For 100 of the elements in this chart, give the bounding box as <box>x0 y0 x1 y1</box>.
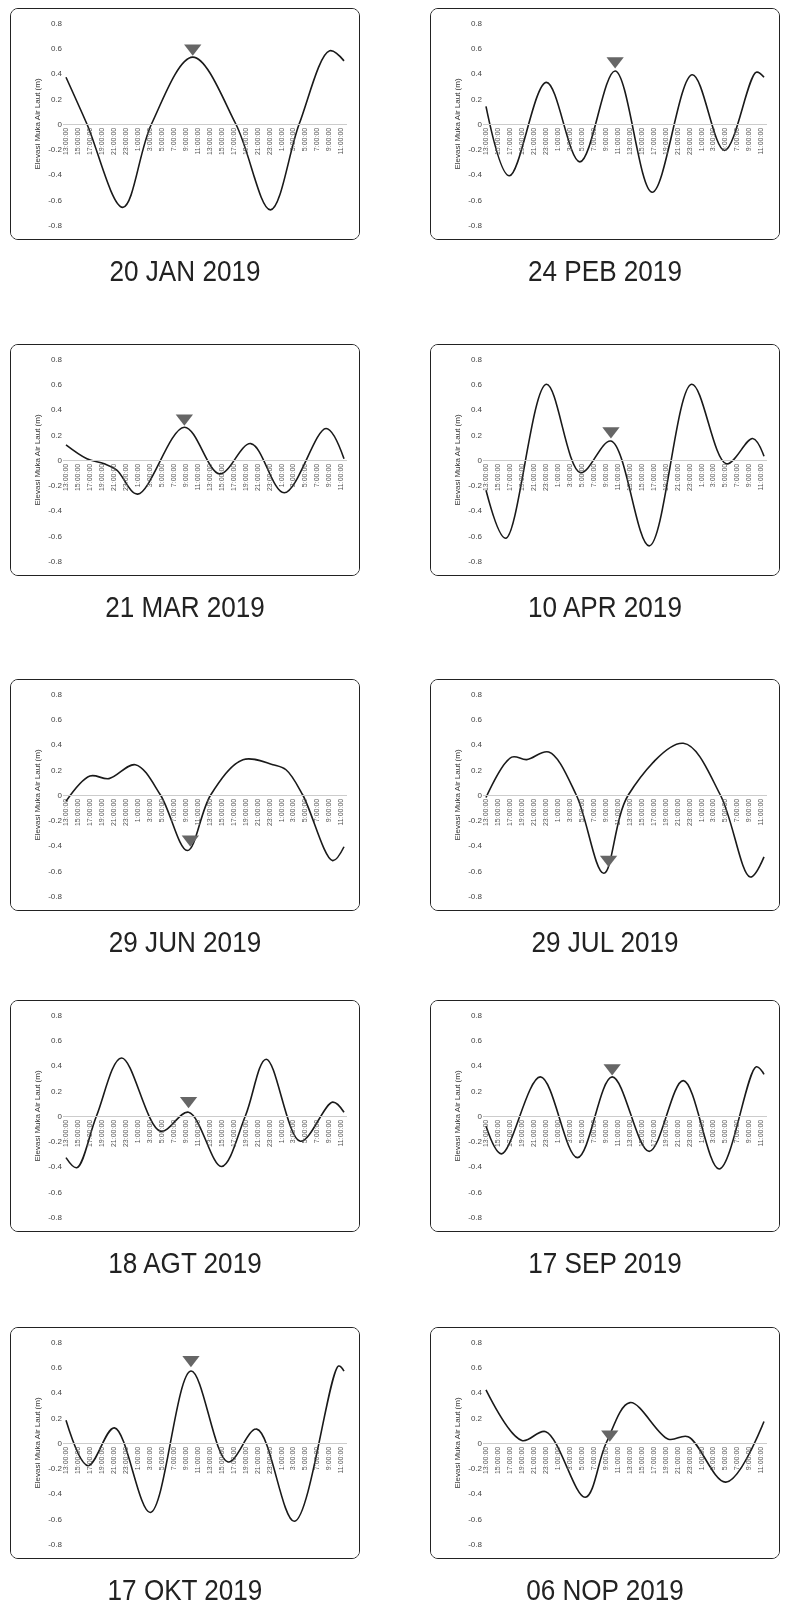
y-tick-label: -0.8 <box>48 891 63 901</box>
y-tick-label: 0.6 <box>470 1036 483 1046</box>
text: 06 NOP 2019 <box>525 1574 685 1607</box>
y-tick-label: -0.6 <box>48 531 63 541</box>
y-tick-label: 0.2 <box>470 430 483 440</box>
y-axis-title: Elevasi Muka Air Laut (m) <box>32 1397 42 1489</box>
y-tick-label: -0.8 <box>468 891 483 901</box>
y-axis-title: Elevasi Muka Air Laut (m) <box>32 414 42 506</box>
y-tick-label: -0.8 <box>468 556 483 566</box>
y-tick-label: 0.8 <box>50 18 63 28</box>
y-tick-label: -0.4 <box>468 841 483 851</box>
y-tick-label: -0.8 <box>48 220 63 230</box>
y-tick-label: 0.6 <box>470 1363 483 1373</box>
text: 29 JUL 2019 <box>530 926 680 959</box>
y-tick-label: 0 <box>477 1438 483 1448</box>
y-tick-label: -0.2 <box>468 481 483 491</box>
y-tick-label: 0.4 <box>50 1061 63 1071</box>
y-tick-label: 0.8 <box>470 354 483 364</box>
y-tick-label: 0 <box>57 455 63 465</box>
y-tick-label: 0.4 <box>470 405 483 415</box>
y-tick-label: 0.8 <box>470 689 483 699</box>
y-tick-label: 0.8 <box>470 1337 483 1347</box>
y-tick-label: -0.2 <box>48 145 63 155</box>
y-tick-label: 0.8 <box>50 689 63 699</box>
line-series <box>485 383 765 547</box>
y-tick-label: 0.6 <box>50 1036 63 1046</box>
y-tick-label: 0 <box>57 1111 63 1121</box>
y-tick-label: 0.4 <box>50 69 63 79</box>
y-tick-label: 0 <box>477 790 483 800</box>
y-tick-label: -0.6 <box>468 531 483 541</box>
y-tick-label: 0.6 <box>50 1363 63 1373</box>
y-tick-label: -0.4 <box>468 1162 483 1172</box>
y-tick-label: 0.4 <box>50 1388 63 1398</box>
y-axis-title: Elevasi Muka Air Laut (m) <box>452 78 462 170</box>
y-tick-label: 0.4 <box>470 1388 483 1398</box>
y-tick-label: -0.6 <box>468 1187 483 1197</box>
y-tick-label: -0.4 <box>48 841 63 851</box>
y-tick-label: -0.4 <box>48 1489 63 1499</box>
y-tick-label: -0.6 <box>48 866 63 876</box>
y-tick-label: 0.4 <box>470 740 483 750</box>
y-tick-label: 0.4 <box>50 740 63 750</box>
y-tick-label: 0 <box>477 1111 483 1121</box>
y-tick-label: -0.8 <box>48 1539 63 1549</box>
y-tick-label: 0 <box>57 790 63 800</box>
y-tick-label: -0.8 <box>48 556 63 566</box>
text: 20 JAN 2019 <box>108 255 262 288</box>
y-tick-label: 0 <box>57 119 63 129</box>
line-series <box>65 1365 345 1523</box>
y-axis-title: Elevasi Muka Air Laut (m) <box>452 749 462 841</box>
y-tick-label: 0.6 <box>470 380 483 390</box>
y-tick-label: 0 <box>477 455 483 465</box>
y-tick-label: -0.2 <box>48 481 63 491</box>
y-tick-label: 0.4 <box>470 69 483 79</box>
y-tick-label: -0.6 <box>468 866 483 876</box>
y-tick-label: 0.8 <box>50 1337 63 1347</box>
y-tick-label: -0.2 <box>468 816 483 826</box>
y-tick-label: -0.4 <box>48 506 63 516</box>
y-tick-label: -0.8 <box>468 1539 483 1549</box>
y-axis-title: Elevasi Muka Air Laut (m) <box>32 1070 42 1162</box>
y-tick-label: 0.2 <box>50 1086 63 1096</box>
y-tick-label: -0.8 <box>468 1212 483 1222</box>
text: 18 AGT 2019 <box>107 1247 263 1280</box>
y-tick-label: 0.2 <box>50 765 63 775</box>
y-tick-label: -0.2 <box>468 145 483 155</box>
y-tick-label: -0.4 <box>468 170 483 180</box>
y-tick-label: 0.2 <box>470 94 483 104</box>
y-tick-label: 0.6 <box>470 715 483 725</box>
y-axis-title: Elevasi Muka Air Laut (m) <box>452 1070 462 1162</box>
text: 10 APR 2019 <box>527 591 683 624</box>
y-tick-label: 0.8 <box>470 18 483 28</box>
y-tick-label: -0.6 <box>468 1514 483 1524</box>
y-tick-label: -0.4 <box>468 1489 483 1499</box>
y-tick-label: -0.8 <box>468 220 483 230</box>
y-tick-label: -0.2 <box>468 1137 483 1147</box>
text: 17 OKT 2019 <box>106 1574 264 1607</box>
y-tick-label: -0.6 <box>48 195 63 205</box>
y-tick-label: -0.6 <box>48 1187 63 1197</box>
y-tick-label: -0.4 <box>48 170 63 180</box>
y-tick-label: 0.4 <box>470 1061 483 1071</box>
y-tick-label: -0.2 <box>48 816 63 826</box>
y-tick-label: 0 <box>57 1438 63 1448</box>
y-tick-label: 0.8 <box>470 1010 483 1020</box>
y-tick-label: 0.8 <box>50 1010 63 1020</box>
line-series <box>65 757 345 862</box>
y-tick-label: 0.2 <box>50 430 63 440</box>
text: 24 PEB 2019 <box>527 255 683 288</box>
y-tick-label: -0.2 <box>468 1464 483 1474</box>
y-axis-title: Elevasi Muka Air Laut (m) <box>452 414 462 506</box>
y-tick-label: -0.2 <box>48 1464 63 1474</box>
y-tick-label: -0.8 <box>48 1212 63 1222</box>
text: 17 SEP 2019 <box>527 1247 683 1280</box>
y-tick-label: -0.6 <box>48 1514 63 1524</box>
y-tick-label: -0.4 <box>48 1162 63 1172</box>
y-tick-label: -0.4 <box>468 506 483 516</box>
y-tick-label: 0.4 <box>50 405 63 415</box>
y-tick-label: 0.2 <box>50 1413 63 1423</box>
y-tick-label: 0.6 <box>470 44 483 54</box>
y-tick-label: 0.2 <box>50 94 63 104</box>
line-series <box>485 1065 765 1170</box>
y-axis-title: Elevasi Muka Air Laut (m) <box>32 78 42 170</box>
